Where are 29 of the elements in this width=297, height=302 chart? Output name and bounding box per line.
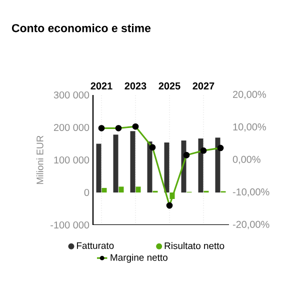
bar bbox=[136, 186, 141, 192]
chart-title: Conto economico e stime bbox=[12, 24, 151, 32]
y-axis-title: Milioni EUR bbox=[36, 136, 44, 184]
x-tick-label: 2021 bbox=[90, 82, 112, 90]
legend-label: Margine netto bbox=[110, 254, 168, 263]
bar bbox=[215, 138, 220, 192]
y2-tick-label: -20,00% bbox=[232, 220, 270, 230]
bar bbox=[147, 141, 152, 192]
bar bbox=[102, 188, 107, 192]
legend-label: Risultato netto bbox=[164, 242, 224, 250]
y2-tick-label: 10,00% bbox=[233, 123, 266, 132]
legend-label: Fatturato bbox=[76, 242, 114, 249]
y2-tick-label: 20,00% bbox=[233, 90, 266, 100]
bar bbox=[113, 134, 118, 192]
y-tick-label: 300 000 bbox=[54, 91, 90, 99]
bar bbox=[198, 138, 204, 192]
y2-tick-label: -10,00% bbox=[232, 188, 270, 197]
bar bbox=[118, 186, 124, 192]
y-tick-label: -100 000 bbox=[50, 221, 90, 229]
x-tick-label: 2025 bbox=[158, 82, 180, 90]
bar bbox=[96, 144, 102, 192]
x-tick-label: 2027 bbox=[192, 82, 214, 90]
y-tick-label: 200 000 bbox=[54, 124, 90, 132]
bar bbox=[130, 131, 136, 192]
y2-tick-label: 0,00% bbox=[232, 156, 260, 164]
y-tick-label: 100 000 bbox=[54, 156, 90, 164]
bar bbox=[164, 142, 170, 192]
x-tick-label: 2023 bbox=[124, 82, 146, 90]
y-tick-label: 0 bbox=[84, 188, 90, 196]
